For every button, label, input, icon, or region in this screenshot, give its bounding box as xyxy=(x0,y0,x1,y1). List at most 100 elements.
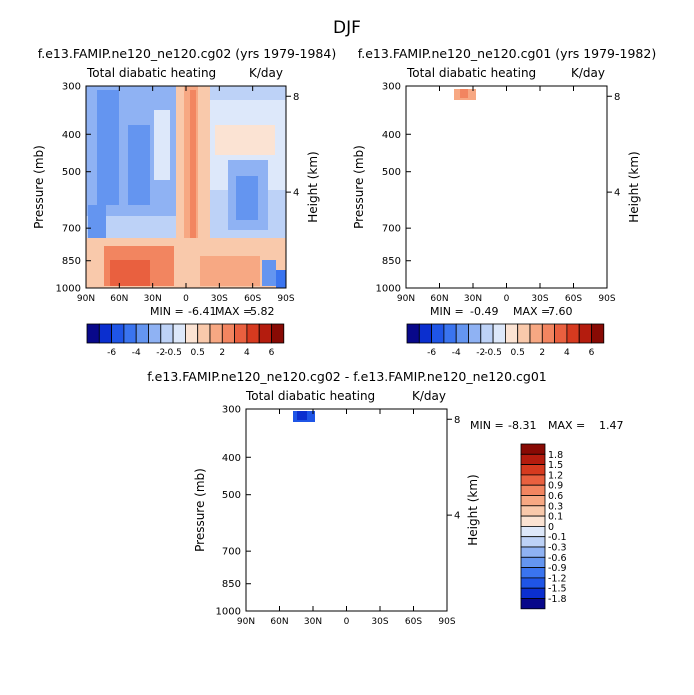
colorbar-box xyxy=(520,536,546,548)
y2-axis-label: Height (km) xyxy=(627,151,641,222)
max-label: MAX = xyxy=(215,305,252,318)
y-tick-label: 500 xyxy=(382,167,401,178)
colorbar-box xyxy=(184,323,199,344)
colorbar-label: -0.3 xyxy=(548,543,567,554)
colorbar-box xyxy=(246,323,260,344)
colorbar-label: -6 xyxy=(107,348,116,358)
colorbar-label: 0.6 xyxy=(548,491,563,502)
page-title: DJF xyxy=(333,18,361,38)
colorbar-box xyxy=(520,526,546,538)
colorbar-label: 2 xyxy=(539,348,545,358)
colorbar-label: 1.5 xyxy=(548,460,563,471)
itcz-heating-max xyxy=(190,90,196,240)
colorbar-label: -0.5 xyxy=(164,348,182,358)
x-tick-label: 90S xyxy=(277,294,294,304)
max-value: 1.47 xyxy=(599,419,624,432)
variable-label: Total diabatic heating xyxy=(86,66,216,80)
y2-tick-label: 8 xyxy=(454,415,460,426)
panel-title: f.e13.FAMIP.ne120_ne120.cg02 - f.e13.FAM… xyxy=(147,369,547,384)
y-tick-label: 700 xyxy=(222,547,241,558)
colorbar-label: 1.8 xyxy=(548,450,563,461)
y-tick-label: 300 xyxy=(62,82,81,93)
y-tick-label: 850 xyxy=(382,256,401,267)
colorbar-box xyxy=(492,323,506,344)
colorbar-box xyxy=(520,546,546,558)
colorbar-label: 0 xyxy=(548,522,554,533)
colorbar-box xyxy=(406,323,420,344)
y-tick-label: 400 xyxy=(62,130,81,141)
min-label: MIN = xyxy=(150,305,184,318)
max-label: MAX = xyxy=(548,419,585,432)
colorbar-box xyxy=(520,495,546,507)
colorbar-label: -0.9 xyxy=(548,563,567,574)
colorbar-box xyxy=(123,323,137,344)
panel-cg01: f.e13.FAMIP.ne120_ne120.cg01 (yrs 1979-1… xyxy=(352,46,656,358)
y2-tick-label: 4 xyxy=(454,511,460,522)
y2-tick-label: 4 xyxy=(293,188,299,199)
colorbar-label: -4 xyxy=(452,348,461,358)
min-value: -0.49 xyxy=(470,305,498,318)
colorbar-label: 6 xyxy=(589,348,595,358)
colorbar-label: 0.9 xyxy=(548,481,563,492)
colorbar: -6 -4 -2 -0.5 0.5 2 4 6 xyxy=(86,323,285,358)
x-tick-label: 30S xyxy=(371,617,388,627)
colorbar-box xyxy=(529,323,543,344)
y-tick-label: 400 xyxy=(222,453,241,464)
max-value: 7.60 xyxy=(548,305,573,318)
y2-axis-label: Height (km) xyxy=(306,151,320,222)
colorbar-box xyxy=(221,323,236,344)
colorbar-label: -1.5 xyxy=(548,584,567,595)
y-tick-label: 1000 xyxy=(56,284,81,295)
colorbar-box xyxy=(431,323,445,344)
x-tick-label: 30N xyxy=(304,617,322,627)
colorbar-box xyxy=(520,464,546,476)
colorbar-box xyxy=(172,323,186,344)
max-label: MAX = xyxy=(513,305,550,318)
x-tick-label: 90N xyxy=(237,617,255,627)
colorbar-box xyxy=(98,323,113,344)
y-tick-label: 500 xyxy=(222,490,241,501)
y-tick-label: 700 xyxy=(62,224,81,235)
colorbar-box xyxy=(520,567,546,579)
units-label: K/day xyxy=(249,66,283,80)
colorbar-box xyxy=(468,323,482,344)
colorbar-label: 4 xyxy=(244,348,250,358)
colorbar-box xyxy=(520,453,546,465)
y-axis-label: Pressure (mb) xyxy=(32,145,46,229)
units-label: K/day xyxy=(412,389,446,403)
y2-tick-label: 8 xyxy=(293,92,299,103)
colorbar-label: 6 xyxy=(269,348,275,358)
sh-bl-heating xyxy=(200,256,260,286)
y2-axis-label: Height (km) xyxy=(466,474,480,545)
colorbar-box xyxy=(86,323,100,344)
colorbar-box xyxy=(520,587,546,599)
colorbar-box xyxy=(418,323,432,344)
colorbar-label: 2 xyxy=(219,348,225,358)
y2-tick-label: 8 xyxy=(614,92,620,103)
colorbar-box xyxy=(443,323,457,344)
colorbar-box xyxy=(520,474,546,486)
colorbar-label: -0.5 xyxy=(484,348,502,358)
colorbar-box xyxy=(520,515,546,527)
colorbar-box xyxy=(234,323,248,344)
x-tick-label: 30N xyxy=(144,294,162,304)
x-tick-label: 60N xyxy=(270,617,288,627)
y-tick-label: 400 xyxy=(382,130,401,141)
colorbar-label: -4 xyxy=(132,348,141,358)
min-label: MIN = xyxy=(430,305,464,318)
max-value: 5.82 xyxy=(250,305,275,318)
nh-cooling-core xyxy=(97,90,119,205)
colorbar-label: -0.1 xyxy=(548,532,567,543)
colorbar-label: 4 xyxy=(564,348,570,358)
colorbar-box xyxy=(111,323,125,344)
x-tick-label: 90N xyxy=(397,294,415,304)
colorbar-box xyxy=(504,323,519,344)
y-tick-label: 300 xyxy=(222,405,241,416)
colorbar-label: -1.2 xyxy=(548,573,567,584)
x-tick-label: 60N xyxy=(110,294,128,304)
x-tick-label: 60S xyxy=(405,617,422,627)
x-tick-label: 30S xyxy=(211,294,228,304)
x-tick-label: 0 xyxy=(183,294,189,304)
colorbar-label: 1.2 xyxy=(548,470,563,481)
